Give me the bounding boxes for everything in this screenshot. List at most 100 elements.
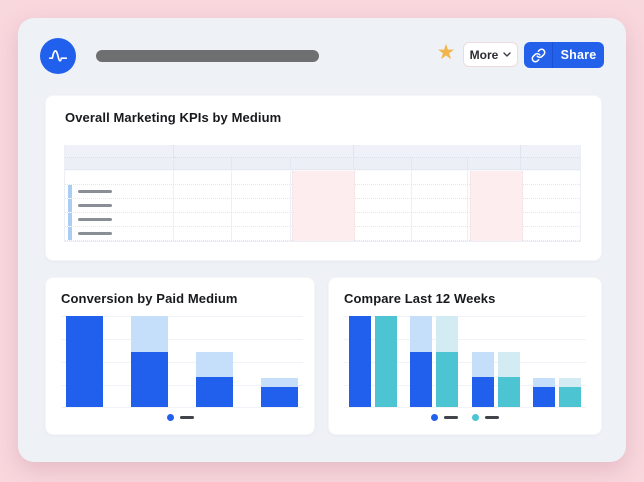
table-cell <box>354 227 412 240</box>
bar-filled-segment <box>436 351 459 407</box>
bar-filled-segment <box>497 376 520 407</box>
table-header-cell <box>411 158 469 170</box>
table-cell <box>354 185 412 198</box>
bar[interactable] <box>558 377 581 407</box>
legend-item[interactable] <box>166 414 194 421</box>
table-cell <box>521 199 580 212</box>
table-cell <box>174 213 233 226</box>
compare-chart-card[interactable]: Compare Last 12 Weeks <box>328 277 602 435</box>
kpi-table <box>64 145 581 242</box>
bar-group <box>261 316 298 407</box>
table-cell <box>65 199 174 212</box>
highlighted-column <box>470 171 523 241</box>
share-button-label: Share <box>560 48 597 62</box>
bar[interactable] <box>131 316 168 407</box>
bar[interactable] <box>261 377 298 407</box>
more-button-label: More <box>469 47 499 62</box>
amplitude-wave-icon <box>48 50 68 62</box>
compare-chart-plot <box>344 316 586 408</box>
share-button[interactable]: Share <box>524 42 604 68</box>
table-cell <box>412 227 469 240</box>
table-cell <box>521 227 580 240</box>
table-cell <box>174 199 233 212</box>
table-header-cell <box>65 158 174 170</box>
table-header-cell <box>521 158 580 170</box>
bar-group <box>532 316 581 407</box>
table-header-cell <box>173 158 233 170</box>
table-cell <box>232 199 292 212</box>
table-cell <box>174 227 233 240</box>
legend-dot-icon <box>166 414 174 421</box>
table-cell <box>412 199 469 212</box>
table-header-group-cell <box>173 145 354 158</box>
table-header-group-row <box>65 145 580 158</box>
table-header-cell <box>468 158 522 170</box>
bar[interactable] <box>66 316 103 407</box>
table-cell <box>65 171 174 184</box>
table-cell <box>232 213 292 226</box>
bar-group <box>131 316 168 407</box>
table-cell <box>412 185 469 198</box>
table-header-cell <box>232 158 292 170</box>
chevron-down-icon <box>503 52 512 57</box>
legend-item[interactable] <box>431 414 458 421</box>
row-accent-strip <box>68 185 72 198</box>
legend-dot-icon <box>431 414 438 421</box>
table-cell <box>412 171 469 184</box>
bar[interactable] <box>436 316 459 407</box>
bar-filled-segment <box>532 387 555 407</box>
bar[interactable] <box>532 377 555 407</box>
doc-title-placeholder <box>96 50 319 62</box>
table-cell <box>174 185 233 198</box>
table-header-cell <box>291 158 354 170</box>
table-header-group-cell <box>353 145 522 158</box>
table-cell <box>521 213 580 226</box>
bar[interactable] <box>410 316 433 407</box>
bar-filled-segment <box>261 387 298 407</box>
table-cell <box>65 213 174 226</box>
bar-filled-segment <box>410 351 433 407</box>
row-label-placeholder <box>78 189 112 193</box>
amplitude-logo[interactable] <box>40 38 76 74</box>
table-header-group-cell <box>521 145 580 158</box>
table-cell <box>65 227 174 240</box>
bar-group <box>410 316 459 407</box>
bar-filled-segment <box>349 316 371 407</box>
bar[interactable] <box>349 316 371 407</box>
app-window: ★ More Share Overall Marketing KPIs by M… <box>18 18 626 462</box>
row-label-placeholder <box>78 203 112 207</box>
conversion-chart-title: Conversion by Paid Medium <box>61 291 238 306</box>
table-cell <box>354 199 412 212</box>
highlighted-column <box>292 171 355 241</box>
table-header-group-cell <box>65 145 174 158</box>
bar[interactable] <box>497 352 520 407</box>
bar-filled-segment <box>375 316 397 407</box>
row-label-placeholder <box>78 217 112 221</box>
table-cell <box>412 213 469 226</box>
kpi-table-card[interactable]: Overall Marketing KPIs by Medium <box>45 95 602 261</box>
conversion-chart-legend <box>46 414 314 421</box>
conversion-chart-card[interactable]: Conversion by Paid Medium <box>45 277 315 435</box>
kpi-table-title: Overall Marketing KPIs by Medium <box>65 110 282 125</box>
bar-filled-segment <box>196 376 233 407</box>
row-accent-strip <box>68 227 72 240</box>
table-cell <box>521 185 580 198</box>
table-header-row <box>65 158 580 171</box>
link-icon <box>524 42 553 68</box>
table-cell <box>65 185 174 198</box>
table-cell <box>354 213 412 226</box>
bar[interactable] <box>196 352 233 407</box>
bar[interactable] <box>375 316 397 407</box>
bar[interactable] <box>471 352 494 407</box>
table-cell <box>354 171 412 184</box>
bar-group <box>66 316 103 407</box>
bar-group <box>471 316 520 407</box>
bar-filled-segment <box>558 387 581 407</box>
row-accent-strip <box>68 199 72 212</box>
more-button[interactable]: More <box>463 42 518 67</box>
conversion-chart-plot <box>61 316 303 408</box>
legend-label-placeholder <box>485 416 499 419</box>
legend-item[interactable] <box>472 414 499 421</box>
favorite-star-icon[interactable]: ★ <box>436 41 456 64</box>
